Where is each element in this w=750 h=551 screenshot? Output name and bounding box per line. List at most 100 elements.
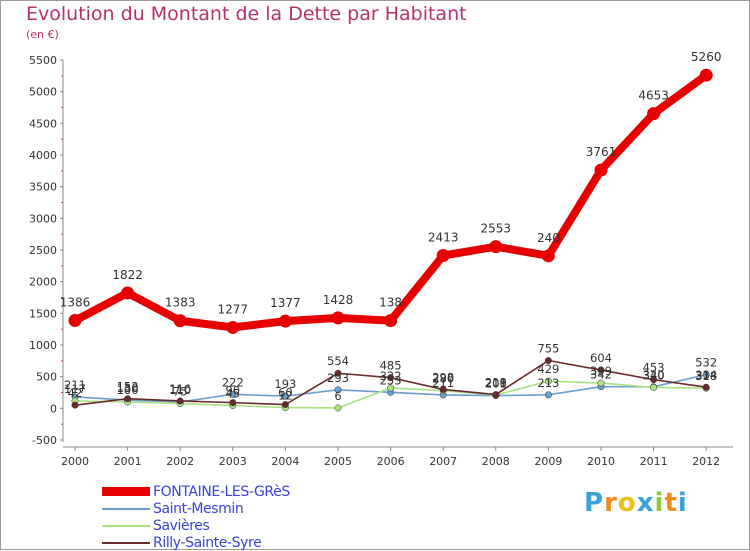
data-label: 209	[485, 376, 507, 390]
series-4	[71, 357, 710, 409]
data-point	[229, 390, 237, 398]
y-tick-label: 2500	[29, 244, 57, 257]
data-label: 211	[432, 376, 454, 390]
data-point	[387, 384, 395, 392]
logo-letter: x	[636, 488, 655, 518]
data-point	[541, 249, 555, 263]
logo-letter: P	[584, 488, 605, 518]
data-point	[124, 395, 132, 403]
legend-item: Saint-Mesmin	[102, 500, 290, 517]
x-tick-label: 2005	[324, 455, 352, 468]
data-label: 293	[327, 371, 349, 385]
data-label: 322	[380, 369, 402, 383]
data-point	[281, 401, 289, 408]
legend-label: Rilly-Sainte-Syre	[153, 534, 262, 551]
data-label: 152	[117, 380, 139, 394]
data-label: 240	[537, 231, 560, 245]
data-point	[384, 314, 398, 328]
data-label: 298	[432, 370, 454, 384]
y-tick-label: 4500	[29, 117, 57, 130]
legend-item: Savières	[102, 517, 290, 534]
y-tick-label: 3500	[29, 181, 57, 194]
data-point	[334, 404, 342, 412]
data-point	[229, 399, 237, 407]
data-point	[121, 286, 135, 300]
y-tick-label: 1000	[29, 339, 57, 352]
x-tick-label: 2007	[429, 455, 457, 468]
y-tick-label: 5000	[29, 86, 57, 99]
legend-swatch	[102, 507, 150, 510]
data-label: 45	[225, 386, 240, 400]
y-tick-label: -500	[32, 434, 57, 447]
data-point	[699, 68, 713, 82]
data-point	[387, 374, 395, 382]
x-tick-label: 2006	[377, 455, 405, 468]
data-point	[173, 314, 187, 328]
data-label: 554	[327, 354, 349, 368]
data-label: 60	[278, 386, 293, 400]
data-label: 130	[117, 381, 139, 395]
data-label: 253	[380, 373, 402, 387]
x-tick-label: 2011	[640, 455, 668, 468]
data-label: 2553	[481, 222, 512, 236]
y-tick-label: 4000	[29, 149, 57, 162]
data-point	[647, 107, 661, 121]
data-point	[176, 397, 184, 405]
data-point	[702, 371, 710, 379]
data-label: 116	[169, 382, 191, 396]
data-label: 318	[695, 369, 717, 383]
data-label: 218	[485, 376, 507, 390]
data-label: 12	[278, 389, 293, 403]
data-label: 1428	[323, 293, 354, 307]
logo-letter: r	[604, 488, 618, 518]
data-point	[226, 320, 240, 334]
data-point	[331, 311, 345, 325]
data-point	[278, 314, 292, 328]
data-point	[597, 379, 605, 387]
y-tick-label: 1500	[29, 307, 57, 320]
chart-unit-label: (en €)	[26, 28, 59, 41]
legend-swatch	[102, 524, 150, 527]
legend-label: FONTAINE-LES-GRèS	[153, 483, 290, 500]
data-label: 138	[379, 296, 402, 310]
x-tick-label: 2012	[692, 455, 720, 468]
logo-letter: t	[664, 488, 678, 518]
data-label: 1386	[60, 296, 91, 310]
data-point	[492, 391, 500, 398]
data-label: 4653	[638, 89, 669, 103]
data-label: 6	[334, 389, 341, 403]
legend-item: FONTAINE-LES-GRèS	[102, 483, 290, 500]
data-label: 211	[64, 378, 86, 392]
data-point	[489, 240, 503, 254]
data-label: 755	[537, 342, 559, 356]
series-line	[71, 71, 711, 332]
data-point	[436, 249, 450, 263]
x-tick-label: 2010	[587, 455, 615, 468]
data-label: 213	[537, 376, 559, 390]
y-tick-label: 3000	[29, 212, 57, 225]
x-tick-label: 2008	[482, 455, 510, 468]
logo-letter: i	[654, 488, 665, 518]
data-point	[439, 386, 447, 393]
legend-item: Rilly-Sainte-Syre	[102, 534, 290, 551]
data-point	[71, 401, 79, 409]
data-label: 485	[380, 359, 402, 373]
data-label: 75	[173, 385, 188, 399]
data-label: 100	[117, 383, 139, 397]
data-label: 399	[590, 364, 612, 378]
y-tick-label: 500	[36, 371, 57, 384]
data-label: 42	[68, 386, 83, 400]
y-tick-label: 2000	[29, 276, 57, 289]
logo-letter: o	[617, 488, 637, 518]
data-point	[597, 366, 605, 374]
data-label: 201	[485, 377, 507, 391]
x-tick-label: 2004	[271, 455, 299, 468]
logo-letter: i	[677, 488, 688, 518]
x-tick-label: 2001	[114, 455, 142, 468]
data-label: 5260	[691, 50, 722, 64]
data-label: 280	[432, 372, 454, 386]
data-label: 532	[695, 356, 717, 370]
data-label: 3761	[586, 145, 617, 159]
